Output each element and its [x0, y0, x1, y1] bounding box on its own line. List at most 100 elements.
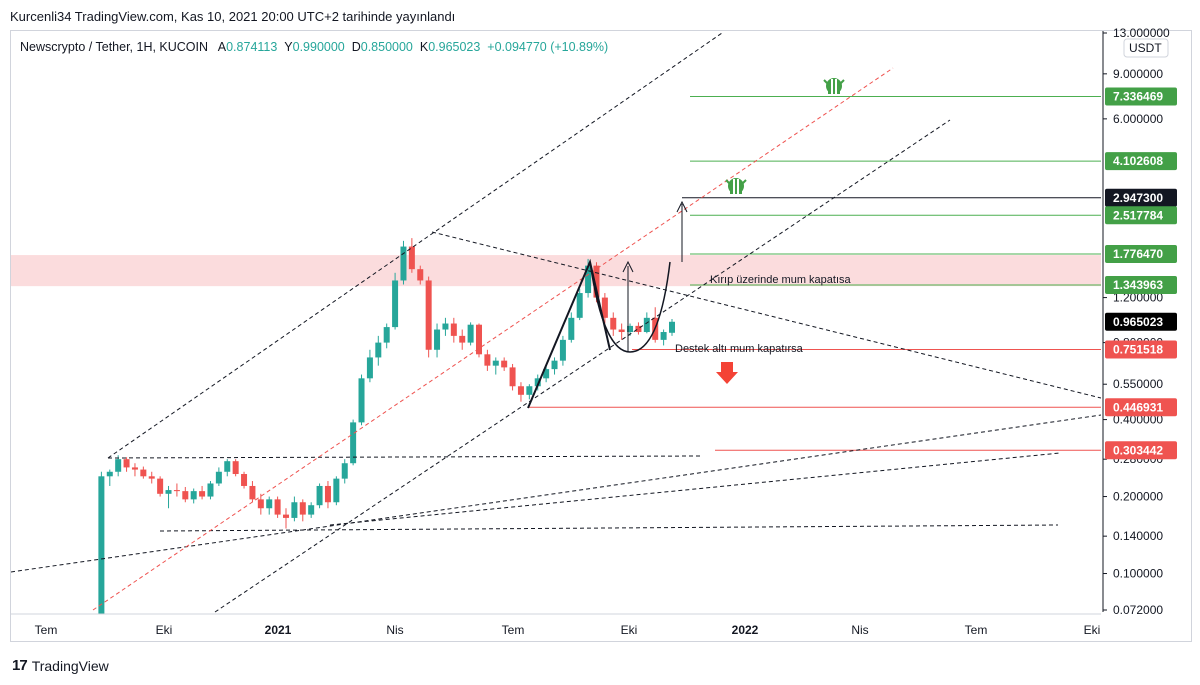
candle-body [459, 335, 466, 343]
candle-body [98, 476, 105, 614]
x-tick-label: Nis [386, 623, 403, 637]
candle-body [610, 317, 617, 330]
candle-body [467, 324, 474, 343]
price-badge: 2.517784 [1113, 208, 1163, 222]
x-tick-label: Eki [1084, 623, 1101, 637]
candle-body [241, 474, 248, 486]
x-tick-label: Tem [35, 623, 58, 637]
x-tick-label: Eki [156, 623, 173, 637]
price-badge: 0.446931 [1113, 400, 1163, 414]
candle-body [517, 386, 524, 395]
bull-icon-lower [725, 178, 747, 194]
price-badge: 1.776470 [1113, 247, 1163, 261]
bull-horn [741, 179, 747, 185]
candle-body [476, 324, 482, 355]
candle-body [224, 461, 231, 472]
y-tick-label: 6.000000 [1113, 112, 1163, 126]
chart-annotation: Kırıp üzerinde mum kapatısa [710, 274, 852, 286]
candle-body [392, 280, 399, 328]
x-tick-label: Tem [965, 623, 988, 637]
price-badge: 0.303442 [1113, 443, 1163, 457]
candle-body [627, 325, 634, 333]
candle-body [551, 360, 558, 370]
price-badge-box [1105, 245, 1177, 264]
y-tick-label: 0.550000 [1113, 377, 1163, 391]
y-tick-label: 0.140000 [1113, 529, 1163, 543]
candle-body [568, 317, 575, 340]
price-badge-box [1105, 188, 1177, 207]
cup-depth-arrow-head [622, 260, 634, 273]
candle-body [576, 293, 583, 318]
close-value: 0.965023 [428, 40, 481, 54]
symbol-label: Newscrypto / Tether, 1H, KUCOIN [20, 40, 209, 54]
bull-horn [823, 79, 829, 85]
candle-body [484, 354, 491, 366]
trend-line [159, 524, 1059, 532]
candle-body [593, 265, 600, 298]
candle-body [182, 491, 189, 500]
currency-label: USDT [1129, 41, 1162, 55]
candle-body [358, 378, 365, 423]
x-tick-label: Tem [502, 623, 525, 637]
candle-body [148, 476, 155, 479]
y-tick-label: 13.000000 [1113, 26, 1170, 40]
candle-body [669, 321, 675, 333]
trend-line [107, 32, 723, 459]
candle-body [660, 332, 667, 340]
footer-brand: 17 TradingView [12, 657, 109, 674]
candle-body [215, 471, 222, 484]
candle-body [618, 329, 625, 333]
x-tick-label: Eki [621, 623, 638, 637]
price-badge: 7.336469 [1113, 90, 1163, 104]
candle-body [450, 323, 457, 336]
candle-body [501, 360, 508, 368]
candle-body [509, 367, 516, 387]
open-value: 0.874113 [226, 40, 278, 54]
candle-body [291, 502, 298, 518]
bull-horn [839, 79, 845, 85]
candle-body [173, 490, 180, 492]
candle-body [442, 323, 449, 330]
low-label: D [351, 40, 361, 54]
cup-pattern-curve [589, 261, 671, 353]
candle-body [408, 246, 415, 270]
candle-body [308, 505, 315, 515]
price-badge-box [1105, 398, 1177, 417]
trend-line [214, 119, 951, 613]
y-tick-label: 9.000000 [1113, 67, 1163, 81]
y-tick-label: 0.100000 [1113, 567, 1163, 581]
chart-legend: Newscrypto / Tether, 1H, KUCOIN A0.87411… [20, 40, 608, 54]
candle-body [635, 325, 642, 333]
candle-body [257, 499, 264, 509]
target-projection-arrow-head [676, 200, 688, 213]
candle-body [249, 485, 256, 500]
candle-body [299, 502, 306, 515]
candle-body [333, 478, 340, 503]
price-badge: 1.343963 [1113, 278, 1163, 292]
low-value: 0.850000 [360, 40, 413, 54]
y-tick-label: 0.200000 [1113, 490, 1163, 504]
candle-body [341, 463, 348, 479]
candle-body [643, 317, 650, 333]
candle-body [157, 478, 164, 494]
chart-annotation: Destek altı mum kapatırsa [675, 343, 804, 355]
close-label: K [419, 40, 429, 54]
x-tick-label: Nis [851, 623, 868, 637]
trend-line [431, 231, 1101, 399]
candle-body [559, 339, 566, 361]
candle-body [375, 342, 382, 358]
bull-mark [737, 179, 739, 194]
bull-horn [725, 179, 731, 185]
candle-body [232, 461, 239, 475]
candle-body [526, 386, 533, 395]
bull-icon-upper [823, 78, 845, 94]
price-badge-box [1105, 206, 1177, 225]
price-chart[interactable]: Kırıp üzerinde mum kapatısa Destek altı m… [0, 0, 1200, 645]
candle-body [434, 329, 441, 350]
chart-frame [10, 30, 1192, 642]
price-badge: 2.947300 [1113, 191, 1163, 205]
candle-body [90, 630, 96, 640]
candle-body [366, 357, 373, 379]
candle-body [165, 490, 172, 494]
price-badge-box [1105, 275, 1177, 294]
